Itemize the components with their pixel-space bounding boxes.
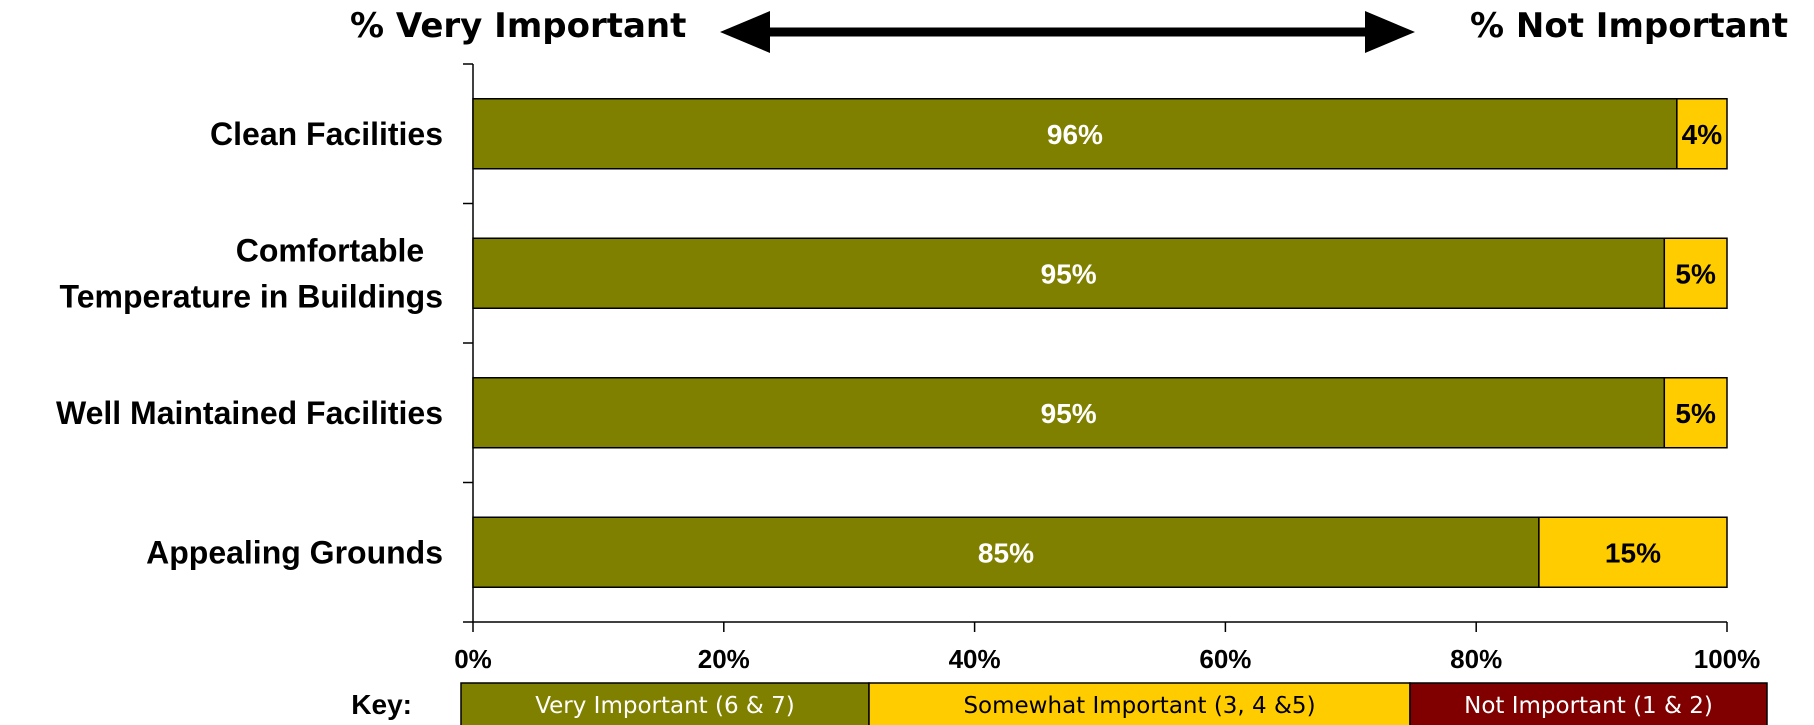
x-tick-label: 60% [1199,644,1251,674]
x-tick-label: 100% [1694,644,1761,674]
bar-data-label: 5% [1675,258,1716,289]
chart-axes: 0% 20% 40% 60% 80% 100% Clean Facilities Comfor… [56,63,1761,674]
bar-data-label: 95% [1041,258,1097,289]
legend-swatch [868,682,1411,725]
bar-data-label: 5% [1675,398,1716,429]
bar-data-label: 96% [1047,119,1103,150]
bar-segment [1663,237,1728,309]
chart-legend: Key: Very Important (6 & 7) Somewhat Impor… [351,682,1768,725]
double-arrow-icon [720,11,1415,53]
legend-swatch [1409,682,1768,725]
x-tick-label: 20% [698,644,750,674]
bar-segment [472,377,1666,449]
category-label: Well Maintained Facilities [56,395,443,431]
bar-segment [472,516,1540,588]
legend-swatch [460,682,870,725]
bar-segment [472,98,1678,170]
bar-segment [1676,98,1728,170]
bar-data-label: 85% [978,537,1034,568]
legend-entry-label: Very Important (6 & 7) [535,693,795,719]
bar-data-label: 95% [1041,398,1097,429]
bar-segment [472,237,1666,309]
bar-data-label: 4% [1682,119,1723,150]
not-important-header: % Not Important [1470,6,1789,46]
category-label: Appealing Grounds [146,534,443,570]
legend-entry-label: Not Important (1 & 2) [1464,693,1713,719]
bar-segment [1663,377,1728,449]
x-tick-label: 80% [1450,644,1502,674]
legend-title: Key: [351,689,412,720]
x-tick-label: 0% [454,644,492,674]
category-label: Comfortable Temperature in Buildings [60,232,443,314]
bar-data-label: 15% [1605,537,1661,568]
bar-segment [1538,516,1728,588]
very-important-header: % Very Important [350,6,687,46]
category-label: Clean Facilities [210,116,443,152]
chart-bars: 96% 4% 95% 5% 95% 5% 85% 15% [472,98,1728,588]
x-tick-label: 40% [949,644,1001,674]
legend-entry-label: Somewhat Important (3, 4 &5) [963,693,1315,719]
